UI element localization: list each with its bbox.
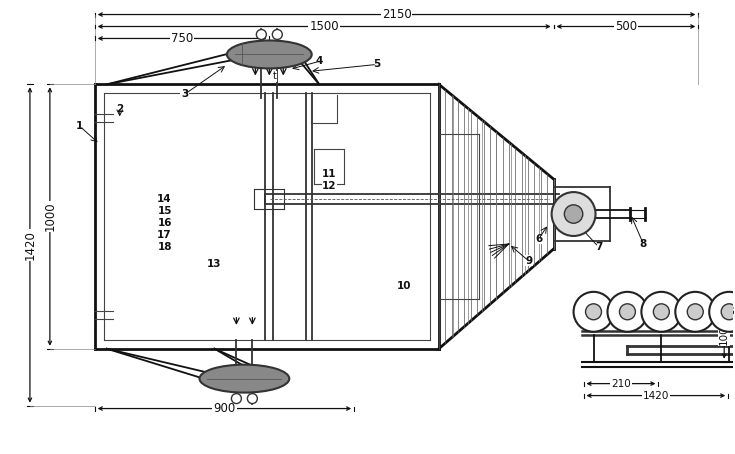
Text: 11: 11 [322,169,337,179]
Text: 500: 500 [615,20,637,33]
Text: 6: 6 [535,234,542,244]
Text: 15: 15 [157,206,172,216]
Text: 2: 2 [590,307,597,317]
Circle shape [687,304,703,320]
Circle shape [248,394,257,404]
Circle shape [273,30,282,39]
Text: 3: 3 [181,89,188,99]
Ellipse shape [199,365,290,393]
Text: 750: 750 [171,32,193,45]
Circle shape [620,304,636,320]
Text: 1420: 1420 [24,230,37,260]
Text: 16: 16 [723,307,735,317]
Text: 9: 9 [525,256,532,266]
Circle shape [709,292,735,332]
Circle shape [721,304,735,320]
Text: 2: 2 [116,104,123,114]
Circle shape [608,292,648,332]
Text: 1500: 1500 [309,20,339,33]
Circle shape [653,304,670,320]
Text: 2150: 2150 [381,8,412,21]
Text: 7: 7 [595,242,602,252]
Text: 210: 210 [611,379,631,389]
Text: 18: 18 [157,242,172,252]
Text: 1000: 1000 [43,202,57,232]
Text: 14: 14 [689,307,702,317]
Text: 900: 900 [213,402,235,415]
Circle shape [642,292,681,332]
Circle shape [564,205,583,223]
Text: 8: 8 [639,239,647,249]
Circle shape [573,292,614,332]
Circle shape [257,30,266,39]
Text: 10: 10 [397,281,412,291]
Circle shape [586,304,601,320]
Text: 4: 4 [315,56,323,66]
Text: 5: 5 [373,59,381,69]
Text: 4: 4 [658,307,664,317]
Circle shape [675,292,715,332]
Text: 100: 100 [719,325,729,345]
Text: 14: 14 [157,194,172,204]
Text: t: t [273,71,276,81]
Circle shape [232,394,241,404]
Text: 13: 13 [207,259,222,269]
Ellipse shape [227,40,312,69]
Text: 17: 17 [157,230,172,240]
Text: 16: 16 [157,218,172,228]
Circle shape [552,192,595,236]
Text: 1420: 1420 [642,390,669,400]
Text: 3: 3 [624,307,631,317]
Text: 1: 1 [76,121,84,131]
Text: 12: 12 [322,181,337,191]
